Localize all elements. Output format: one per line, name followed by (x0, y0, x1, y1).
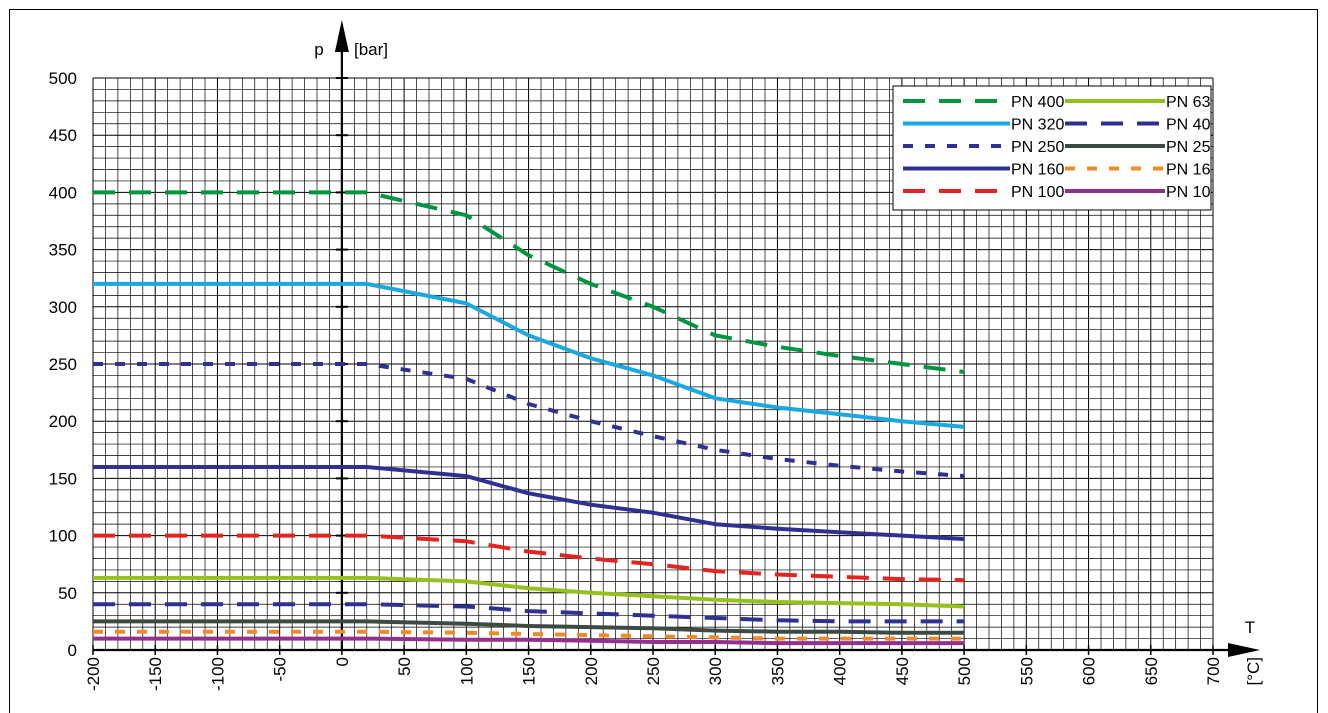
x-tick-label: 600 (1080, 657, 1099, 685)
y-tick-label: 450 (49, 126, 77, 145)
x-tick-label: 50 (395, 657, 414, 676)
series-line (93, 575, 965, 609)
axes (92, 20, 1260, 657)
y-tick-label: 400 (49, 183, 77, 202)
series-line (93, 190, 965, 374)
x-axis-label: T (1245, 618, 1255, 637)
y-tick-label: 100 (49, 527, 77, 546)
legend-label: PN 63 (1166, 94, 1211, 111)
y-tick-label: 350 (49, 241, 77, 260)
legend-label: PN 320 (1011, 117, 1064, 134)
x-tick-label: 500 (955, 657, 974, 685)
y-axis-label: p (314, 40, 323, 59)
x-tick-label: -200 (84, 657, 103, 691)
legend-label: PN 250 (1011, 139, 1064, 156)
x-tick-label: 450 (893, 657, 912, 685)
x-tick-label: 0 (333, 657, 352, 666)
y-tick-label: 50 (58, 584, 77, 603)
legend-label: PN 25 (1166, 139, 1211, 156)
series-line (93, 533, 965, 583)
y-tick-label: 200 (49, 412, 77, 431)
x-tick-label: -100 (208, 657, 227, 691)
x-tick-label: 650 (1142, 657, 1161, 685)
x-tick-label: -150 (146, 657, 165, 691)
x-tick-label: 150 (520, 657, 539, 685)
legend-label: PN 16 (1166, 162, 1211, 179)
legend-label: PN 160 (1011, 162, 1064, 179)
x-tick-label: 100 (457, 657, 476, 685)
x-tick-label: 400 (831, 657, 850, 685)
series-line (93, 619, 965, 635)
x-tick-label: 350 (768, 657, 787, 685)
series-line (93, 636, 965, 646)
series-line (93, 281, 965, 429)
legend-label: PN 40 (1166, 117, 1211, 134)
x-tick-label: 300 (706, 657, 725, 685)
chart-frame (9, 9, 1318, 713)
series-line (93, 465, 965, 541)
x-tick-label: 700 (1204, 657, 1223, 685)
legend-label: PN 400 (1011, 94, 1064, 111)
y-tick-label: 300 (49, 298, 77, 317)
x-tick-label: 550 (1017, 657, 1036, 685)
y-axis-unit: [bar] (354, 40, 388, 59)
x-tick-label: 250 (644, 657, 663, 685)
y-tick-label: 150 (49, 469, 77, 488)
y-tick-label: 500 (49, 69, 77, 88)
series-layer (93, 190, 965, 646)
y-tick-label: 250 (49, 355, 77, 374)
x-axis-arrow (1228, 643, 1260, 657)
x-axis-unit: [°C] (1244, 657, 1263, 686)
series-line (93, 602, 965, 624)
y-axis-arrow (334, 20, 349, 52)
legend: PN 400 PN 320 PN 250 PN 160 PN 100 PN 63 PN 40… (892, 85, 1212, 211)
x-tick-label: 200 (582, 657, 601, 685)
y-tick-label: 0 (68, 641, 77, 660)
x-tick-label: -50 (271, 657, 290, 682)
legend-label: PN 10 (1166, 184, 1211, 201)
legend-label: PN 100 (1011, 184, 1064, 201)
